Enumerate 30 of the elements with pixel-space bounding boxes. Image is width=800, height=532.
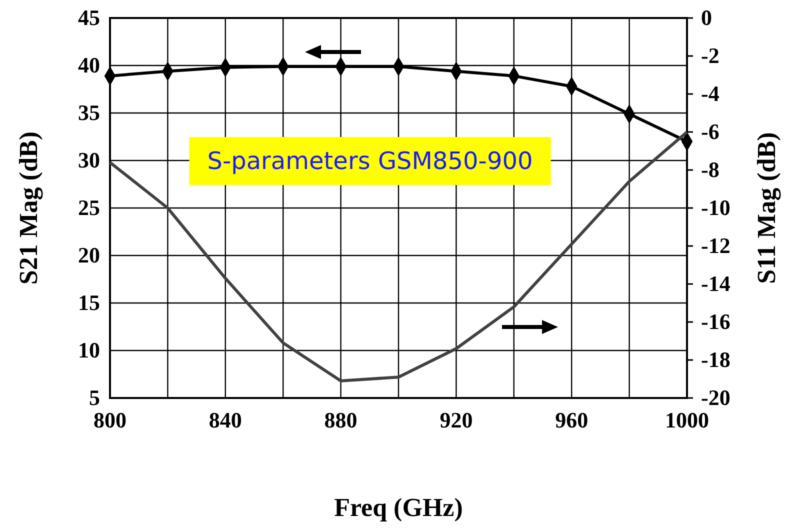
y2-tick-label: -14 [701, 271, 730, 296]
x-tick-label: 960 [555, 408, 588, 433]
y-tick-label: 10 [78, 338, 100, 363]
y-tick-label: 35 [78, 100, 100, 126]
y-tick-label: 25 [78, 195, 100, 220]
x-tick-label: 840 [208, 408, 242, 433]
y2-tick-label: -6 [701, 119, 720, 144]
y2-tick-label: -4 [701, 81, 720, 106]
y-tick-label: 45 [78, 5, 100, 30]
y-tick-label: 30 [78, 148, 100, 173]
x-tick-label: 800 [94, 408, 126, 433]
y2-tick-label: -18 [701, 347, 730, 372]
annotation: S-parameters GSM850-900 [207, 147, 533, 175]
y-tick-label: 15 [78, 290, 100, 316]
x-tick-label: 880 [324, 408, 358, 433]
y2-axis-title: S11 Mag (dB) [752, 132, 781, 284]
y-tick-label: 40 [78, 52, 100, 78]
y2-tick-label: 0 [701, 5, 712, 30]
y2-tick-label: -12 [701, 233, 730, 258]
y2-tick-label: -8 [701, 157, 720, 182]
x-tick-label: 1000 [665, 408, 709, 433]
y2-tick-label: -2 [701, 43, 720, 68]
y2-tick-label: -20 [701, 385, 730, 410]
y-axis-title: S21 Mag (dB) [14, 131, 43, 285]
x-tick-label: 920 [440, 408, 473, 433]
y2-tick-label: -10 [701, 195, 730, 220]
y-tick-label: 5 [89, 385, 100, 410]
y2-tick-label: -16 [701, 309, 730, 334]
y-tick-label: 20 [78, 242, 100, 268]
x-axis-title: Freq (GHz) [334, 493, 463, 522]
